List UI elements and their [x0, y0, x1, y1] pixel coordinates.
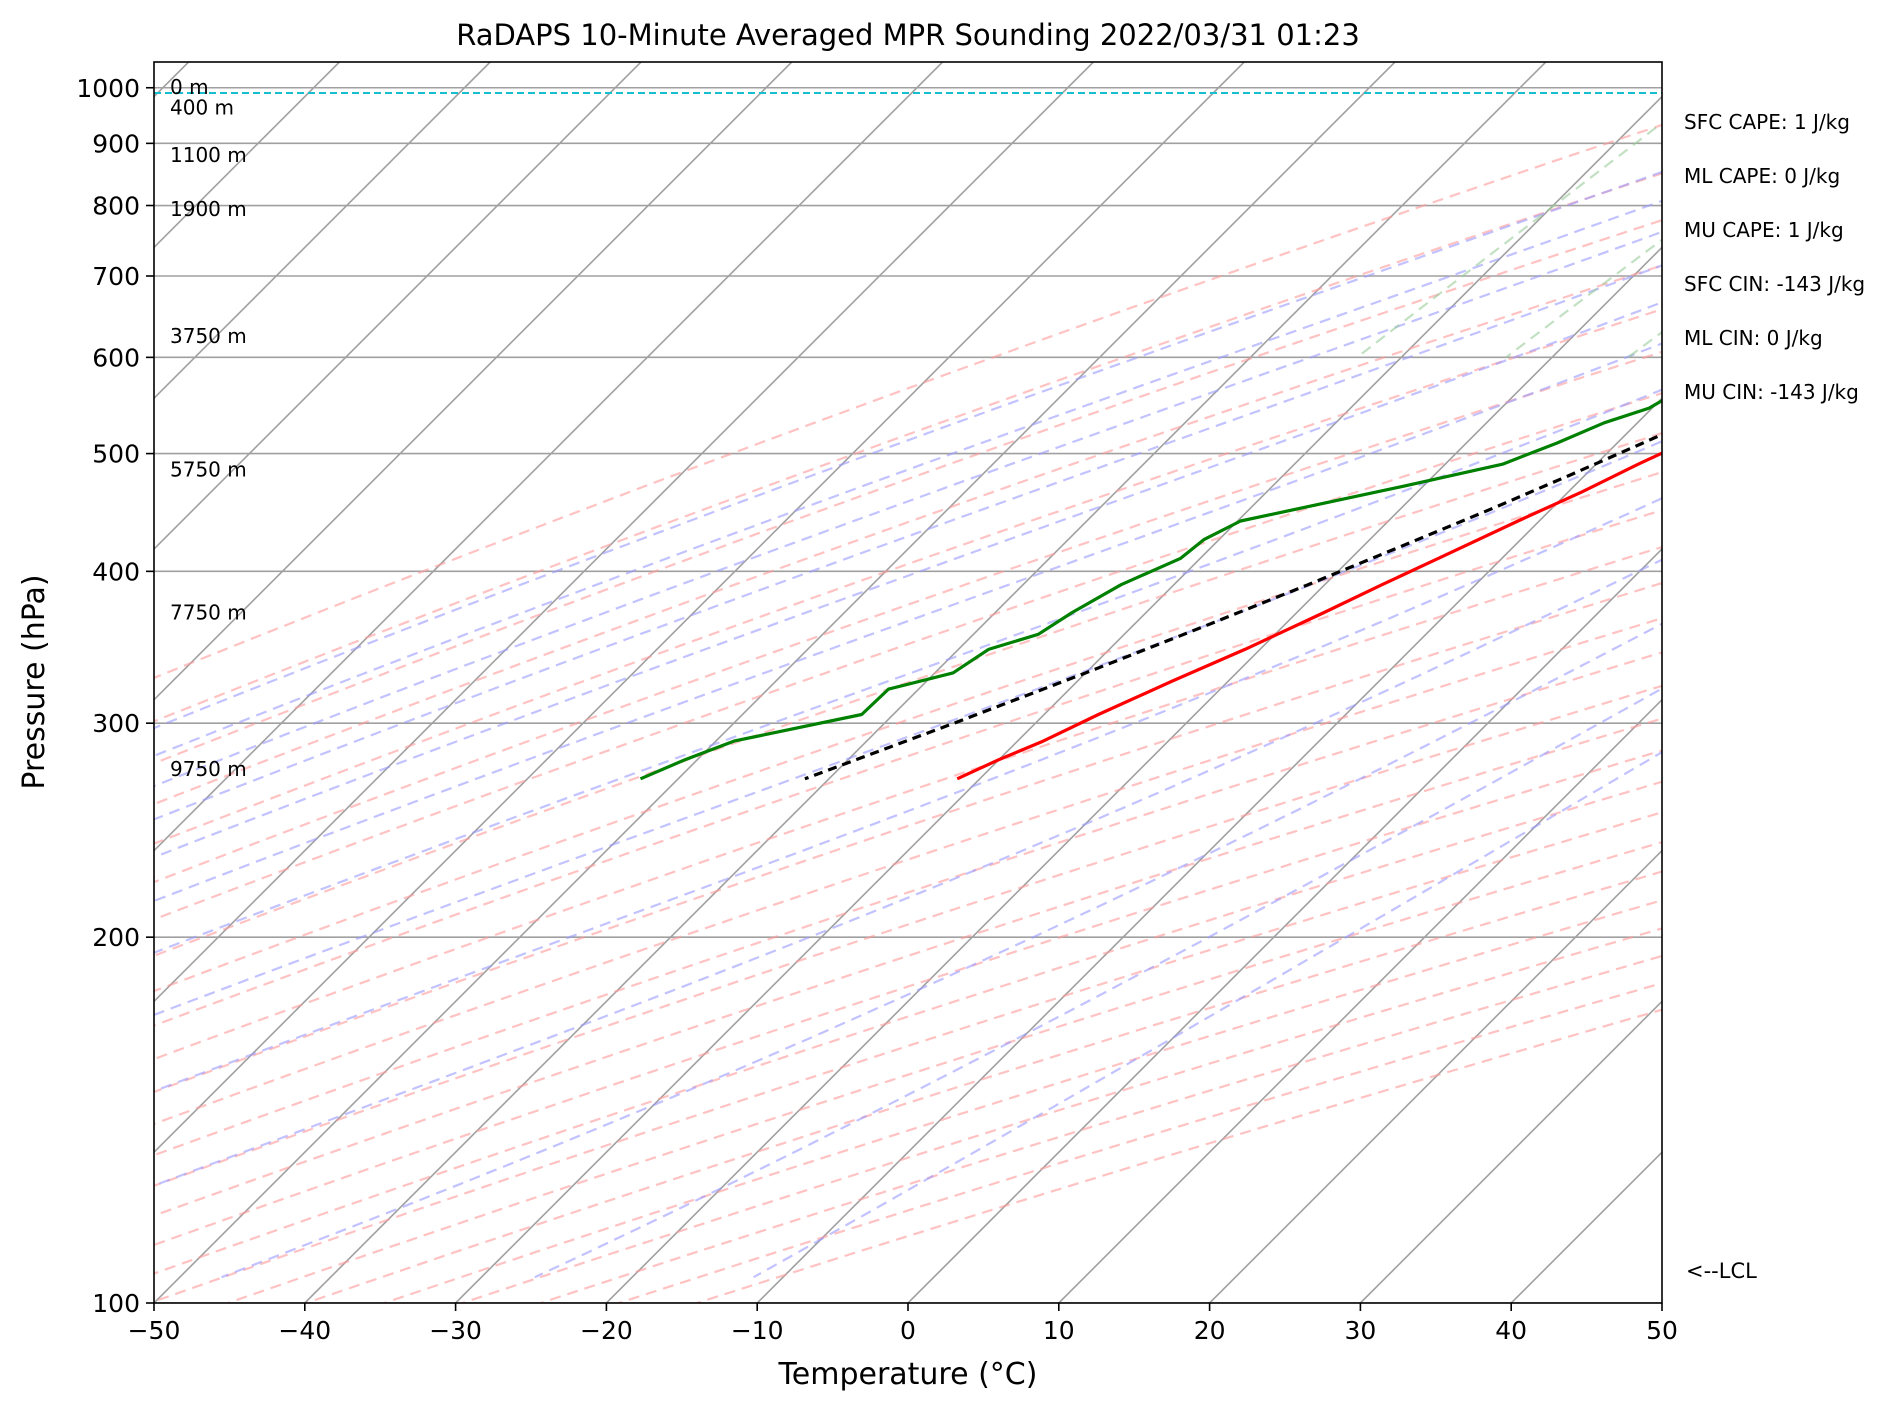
isotherm--90: [154, 62, 793, 701]
dry-adiabat: [154, 508, 1662, 1027]
height-label: 9750 m: [170, 757, 247, 781]
isotherm--70: [154, 62, 1094, 1003]
x-tick-label: −50: [128, 1316, 181, 1345]
x-tick-label: 10: [1043, 1316, 1075, 1345]
isotherm--30: [455, 95, 1662, 1303]
index-ml-cape: ML CAPE: 0 J/kg: [1684, 164, 1840, 188]
y-tick-label: 400: [92, 557, 140, 586]
moist-adiabat: [154, 170, 1662, 730]
dry-adiabat: [154, 617, 1662, 1126]
moist-adiabat: [154, 264, 1662, 821]
x-tick-label: −20: [580, 1316, 633, 1345]
moist-adiabat: [154, 388, 1662, 954]
series-lines: [639, 398, 1662, 781]
dry-adiabat: [154, 172, 1662, 723]
indices-panel: SFC CAPE: 1 J/kg ML CAPE: 0 J/kg MU CAPE…: [1684, 110, 1865, 404]
moist-adiabat: [154, 301, 1662, 859]
dry-adiabat: [154, 308, 1662, 845]
height-label: 1100 m: [170, 143, 247, 167]
chart-title: RaDAPS 10-Minute Averaged MPR Sounding 2…: [456, 18, 1360, 52]
isotherm-10: [1058, 698, 1662, 1303]
dry-adiabat: [154, 749, 1662, 1247]
dry-adiabat: [154, 545, 1662, 1061]
parcel-profile: [804, 432, 1662, 781]
x-tick-label: 20: [1194, 1316, 1226, 1345]
height-labels: 9750 m 7750 m 5750 m 3750 m 1900 m 1100 m 400 …: [170, 75, 247, 781]
dry-adiabat: [154, 350, 1662, 884]
x-tick-label: 30: [1344, 1316, 1376, 1345]
mixing-ratio-line: [1505, 238, 1662, 359]
isotherm--80: [154, 62, 944, 852]
moist-adiabat: [154, 440, 1662, 1017]
isotherm--60: [154, 62, 1245, 1154]
height-label: 0 m: [170, 75, 209, 99]
mixing-ratio-line: [1356, 121, 1662, 359]
moist-adiabat: [221, 622, 1662, 1279]
index-sfc-cape: SFC CAPE: 1 J/kg: [1684, 110, 1850, 134]
y-tick-label: 800: [92, 192, 140, 221]
y-axis-label: Pressure (hPa): [17, 574, 52, 789]
dry-adiabat: [154, 780, 1662, 1275]
isotherm-30: [1359, 1000, 1662, 1303]
dry-adiabat: [154, 264, 1662, 806]
y-tick-label: 100: [92, 1289, 140, 1318]
x-tick-label: 40: [1495, 1316, 1527, 1345]
isotherm--110: [154, 62, 491, 400]
isotherm--10: [756, 397, 1662, 1303]
x-axis-label: Temperature (°C): [778, 1357, 1038, 1392]
dewpoint-profile: [639, 398, 1662, 781]
y-tick-label: 700: [92, 262, 140, 291]
y-tick-label: 600: [92, 343, 140, 372]
dry-adiabat: [154, 123, 1662, 680]
isotherm-20: [1209, 849, 1662, 1303]
x-tick-label: −30: [429, 1316, 482, 1345]
lcl-label: <--LCL: [1686, 1259, 1757, 1283]
y-tick-label: 1000: [76, 74, 140, 103]
y-tick-label: 900: [92, 129, 140, 158]
isotherm-0: [907, 547, 1662, 1303]
moist-adiabat: [154, 558, 1662, 1187]
index-sfc-cin: SFC CIN: -143 J/kg: [1684, 272, 1865, 296]
dry-adiabat: [154, 651, 1662, 1157]
height-label: 3750 m: [170, 324, 247, 348]
x-tick-label: −10: [731, 1316, 784, 1345]
y-tick-label: 300: [92, 709, 140, 738]
isotherm--20: [605, 246, 1662, 1303]
dry-adiabat: [154, 391, 1662, 921]
height-label: 1900 m: [170, 197, 247, 221]
y-axis: 1000 900 800 700 600 500 400 300 200 100: [76, 74, 154, 1318]
index-ml-cin: ML CIN: 0 J/kg: [1684, 326, 1823, 350]
background-lines: [154, 62, 1662, 1303]
index-mu-cape: MU CAPE: 1 J/kg: [1684, 218, 1844, 242]
isotherm--50: [154, 62, 1396, 1303]
height-label: 7750 m: [170, 600, 247, 624]
height-label: 5750 m: [170, 458, 247, 482]
x-tick-label: 50: [1646, 1316, 1678, 1345]
height-label: 400 m: [170, 96, 234, 120]
temperature-profile: [956, 451, 1662, 781]
x-tick-label: −40: [278, 1316, 331, 1345]
isotherm--40: [304, 62, 1547, 1303]
isotherm--100: [154, 62, 642, 551]
dry-adiabat: [154, 432, 1662, 957]
x-axis: −50 −40 −30 −20 −10 0 10 20 30 40 50: [128, 1303, 1678, 1345]
x-tick-label: 0: [900, 1316, 916, 1345]
y-tick-label: 200: [92, 923, 140, 952]
index-mu-cin: MU CIN: -143 J/kg: [1684, 380, 1859, 404]
y-tick-label: 500: [92, 440, 140, 469]
